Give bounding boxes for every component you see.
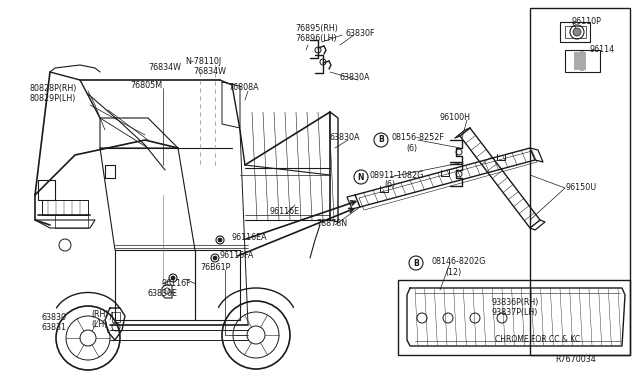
Text: 76895(RH): 76895(RH) <box>295 23 338 32</box>
Text: 63830A: 63830A <box>330 134 360 142</box>
Text: 96114: 96114 <box>590 45 615 55</box>
Text: R7670034: R7670034 <box>555 356 596 365</box>
Text: 96150U: 96150U <box>565 183 596 192</box>
Circle shape <box>171 276 175 280</box>
Bar <box>565 26 586 38</box>
Text: 93837P(LH): 93837P(LH) <box>492 308 538 317</box>
Text: 96100H: 96100H <box>440 113 471 122</box>
Text: 78878N: 78878N <box>316 218 347 228</box>
Text: 76805M: 76805M <box>130 80 162 90</box>
Text: (6): (6) <box>384 180 395 189</box>
Text: 76808A: 76808A <box>228 83 259 93</box>
Text: (12): (12) <box>445 269 461 278</box>
Text: 76896(LH): 76896(LH) <box>295 33 337 42</box>
Text: CHROME FOR CC & KC: CHROME FOR CC & KC <box>495 336 580 344</box>
Circle shape <box>374 133 388 147</box>
Text: 96110P: 96110P <box>572 17 602 26</box>
Text: 08146-8202G: 08146-8202G <box>432 257 486 266</box>
Text: 63830E: 63830E <box>148 289 178 298</box>
Text: 63830F: 63830F <box>345 29 374 38</box>
Text: 96116EA: 96116EA <box>232 232 268 241</box>
Text: 63831: 63831 <box>42 324 67 333</box>
Text: (RH): (RH) <box>91 311 109 320</box>
Circle shape <box>573 28 581 36</box>
Bar <box>574 52 586 70</box>
Text: N: N <box>358 173 364 182</box>
Text: 76B61P: 76B61P <box>200 263 230 273</box>
Circle shape <box>354 170 368 184</box>
Text: 96116FA: 96116FA <box>220 250 254 260</box>
Circle shape <box>213 256 217 260</box>
Text: 96116E: 96116E <box>270 208 300 217</box>
Text: 08911-1082G: 08911-1082G <box>370 170 424 180</box>
Bar <box>565 50 600 72</box>
Circle shape <box>218 238 222 242</box>
Text: 63830: 63830 <box>42 314 67 323</box>
Text: (LH): (LH) <box>91 321 108 330</box>
Text: N-78110J: N-78110J <box>185 58 221 67</box>
Text: B: B <box>413 259 419 267</box>
Bar <box>560 22 590 42</box>
Text: 08156-8252F: 08156-8252F <box>392 134 445 142</box>
Bar <box>530 8 630 355</box>
Text: 76834W: 76834W <box>193 67 226 77</box>
Text: 76834W: 76834W <box>148 64 181 73</box>
Circle shape <box>409 256 423 270</box>
Text: 80828P(RH): 80828P(RH) <box>30 83 77 93</box>
Bar <box>398 280 630 355</box>
Text: 96116F: 96116F <box>162 279 191 289</box>
Text: (6): (6) <box>406 144 417 153</box>
Text: 80829P(LH): 80829P(LH) <box>30 93 76 103</box>
Text: 63830A: 63830A <box>340 74 371 83</box>
Text: B: B <box>378 135 384 144</box>
Text: 93836P(RH): 93836P(RH) <box>492 298 540 307</box>
